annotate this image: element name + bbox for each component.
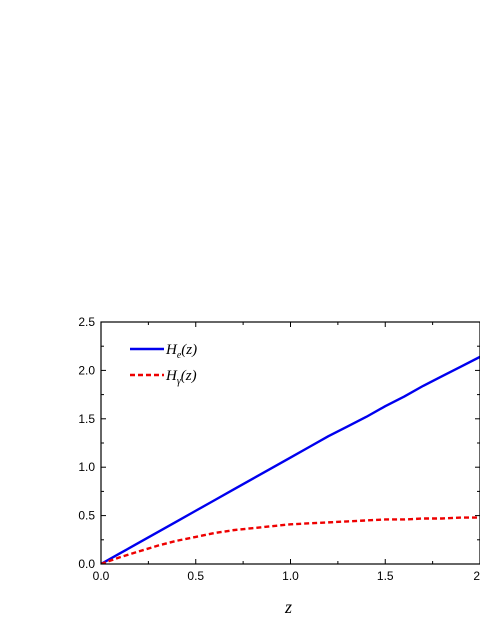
x-tick-label: 0.5 — [187, 569, 204, 583]
y-tick-label: 2.0 — [78, 363, 95, 377]
x-tick-label: 1.0 — [282, 569, 299, 583]
x-axis-label: z — [284, 597, 292, 617]
y-tick-label: 0.0 — [78, 557, 95, 571]
x-tick-label: 2 — [473, 569, 480, 583]
legend-label-1: Hγ(z) — [165, 368, 197, 387]
x-tick-label: 1.5 — [377, 569, 394, 583]
series-line-1 — [101, 516, 480, 564]
legend: He(z) Hγ(z) — [130, 342, 197, 387]
legend-label-0: He(z) — [165, 342, 197, 361]
axes-layer: 0.0 0.5 1.0 1.5 2.0 2.5 0.0 0.5 1.0 1.5 2 — [78, 315, 480, 583]
x-tick-label: 0.0 — [93, 569, 110, 583]
plot-layer — [101, 355, 480, 564]
y-tick-label: 1.0 — [78, 460, 95, 474]
y-tick-label: 1.5 — [78, 412, 95, 426]
series-line-0 — [101, 355, 480, 564]
y-tick-label: 0.5 — [78, 509, 95, 523]
y-tick-label: 2.5 — [78, 315, 95, 329]
